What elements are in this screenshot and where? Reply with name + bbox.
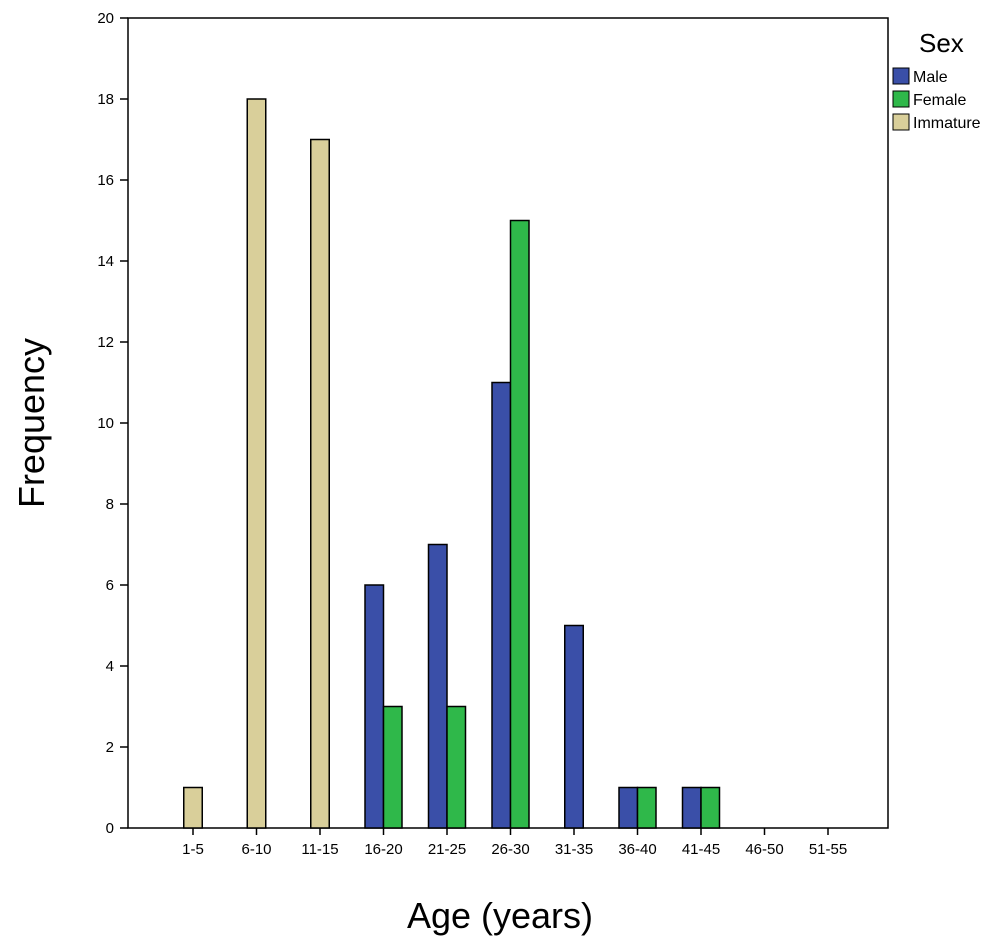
- legend-title: Sex: [919, 28, 964, 58]
- bar-male-26-30: [491, 381, 512, 829]
- y-tick-label: 12: [97, 334, 114, 351]
- bar-female-41-45: [700, 786, 721, 829]
- legend-swatch-female: [892, 90, 910, 108]
- x-tick-label: 51-55: [809, 841, 847, 858]
- bar-male-36-40: [618, 786, 639, 829]
- x-tick-label: 36-40: [618, 841, 656, 858]
- bar-female-36-40: [636, 786, 657, 829]
- x-tick-label: 26-30: [491, 841, 529, 858]
- x-tick-label: 11-15: [301, 841, 338, 858]
- y-tick-label: 0: [106, 820, 114, 837]
- x-tick-label: 1-5: [182, 841, 204, 858]
- x-tick-label: 6-10: [241, 841, 271, 858]
- y-tick-label: 2: [106, 739, 114, 756]
- legend: Sex Male Female Immature: [892, 28, 981, 132]
- y-tick-label: 16: [97, 172, 114, 189]
- x-tick-label: 41-45: [682, 841, 720, 858]
- x-axis: 1-5 6-10 11-15 16-20 21-25 26-30 31-35 36-40 41-…: [182, 828, 847, 858]
- bar-male-16-20: [364, 584, 385, 829]
- bar-female-16-20: [382, 705, 403, 829]
- y-tick-label: 4: [106, 658, 114, 675]
- legend-swatch-immature: [892, 113, 910, 131]
- x-axis-title: Age (years): [407, 895, 593, 936]
- y-tick-label: 14: [97, 253, 114, 270]
- y-tick-label: 20: [97, 10, 114, 27]
- y-tick-label: 8: [106, 496, 114, 513]
- y-tick-label: 6: [106, 577, 114, 594]
- bar-immature-11-15: [310, 138, 330, 829]
- bar-male-21-25: [427, 543, 448, 829]
- x-tick-label: 46-50: [745, 841, 783, 858]
- x-tick-label: 16-20: [364, 841, 402, 858]
- bars: [183, 98, 721, 829]
- legend-label-female: Female: [913, 92, 966, 109]
- bar-immature-6-10: [246, 98, 267, 829]
- bar-female-26-30: [509, 219, 530, 829]
- y-tick-label: 10: [97, 415, 114, 432]
- y-axis-title: Frequency: [11, 338, 52, 508]
- y-tick-label: 18: [97, 91, 114, 108]
- bar-immature-1-5: [183, 786, 203, 829]
- x-tick-label: 31-35: [555, 841, 593, 858]
- y-axis: 0 2 4 6 8 10 12 14 16 18 20: [97, 10, 128, 837]
- legend-label-immature: Immature: [913, 115, 981, 132]
- bar-male-41-45: [681, 786, 702, 829]
- x-tick-label: 21-25: [428, 841, 466, 858]
- bar-male-31-35: [564, 624, 584, 829]
- legend-swatch-male: [892, 67, 910, 85]
- bar-female-21-25: [446, 705, 467, 829]
- legend-label-male: Male: [913, 69, 948, 86]
